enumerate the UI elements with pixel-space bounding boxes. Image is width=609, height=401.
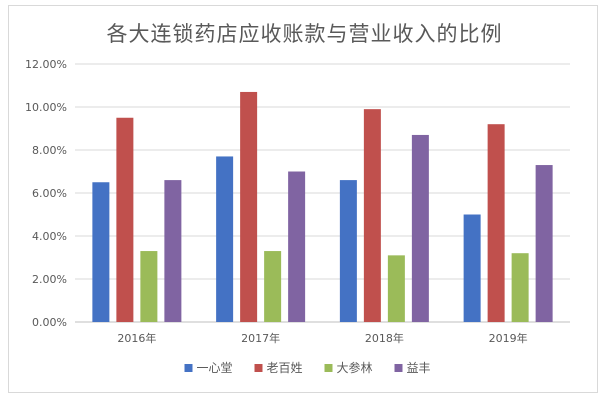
x-axis: 2016年 2017年 2018年 2019年 [117, 331, 527, 345]
bar-1-0 [116, 117, 134, 322]
grid-lines [75, 63, 570, 323]
x-tick-label: 2019年 [489, 331, 528, 345]
y-tick-label: 4.00% [32, 230, 67, 243]
bars [92, 91, 553, 323]
bar-3-3 [535, 165, 553, 322]
bar-1-3 [487, 124, 505, 322]
y-tick-label: 0.00% [32, 316, 67, 329]
x-tick-label: 2016年 [117, 331, 156, 345]
x-tick-label: 2018年 [365, 331, 404, 345]
chart-title: 各大连锁药店应收账款与营业收入的比例 [106, 22, 503, 46]
bar-2-3 [511, 253, 529, 322]
legend: 一心堂 老百姓 大参林 益丰 [184, 360, 431, 375]
bar-2-2 [387, 255, 405, 322]
legend-swatch [394, 364, 403, 372]
y-tick-label: 6.00% [32, 187, 67, 200]
legend-label: 大参林 [337, 360, 373, 375]
y-tick-label: 12.00% [25, 58, 67, 71]
legend-swatch [254, 364, 263, 372]
legend-label: 老百姓 [267, 361, 303, 375]
bar-2-0 [140, 251, 158, 322]
bar-1-2 [363, 109, 381, 323]
y-axis: 0.00% 2.00% 4.00% 6.00% 8.00% 10.00% 12.00% [25, 58, 67, 329]
bar-3-2 [411, 134, 429, 322]
x-tick-label: 2017年 [241, 331, 280, 345]
y-tick-label: 8.00% [32, 144, 67, 157]
y-tick-label: 10.00% [25, 101, 67, 114]
bar-3-0 [164, 180, 182, 322]
bar-2-1 [264, 251, 282, 322]
legend-swatch [184, 364, 193, 372]
bar-0-1 [216, 156, 234, 322]
bar-3-1 [288, 171, 306, 322]
y-tick-label: 2.00% [32, 273, 67, 286]
bar-0-0 [92, 182, 110, 322]
bar-0-2 [339, 180, 357, 322]
bar-1-1 [240, 91, 258, 322]
bar-0-3 [463, 214, 481, 322]
legend-label: 益丰 [407, 361, 431, 375]
legend-swatch [324, 364, 333, 372]
legend-label: 一心堂 [197, 361, 233, 375]
